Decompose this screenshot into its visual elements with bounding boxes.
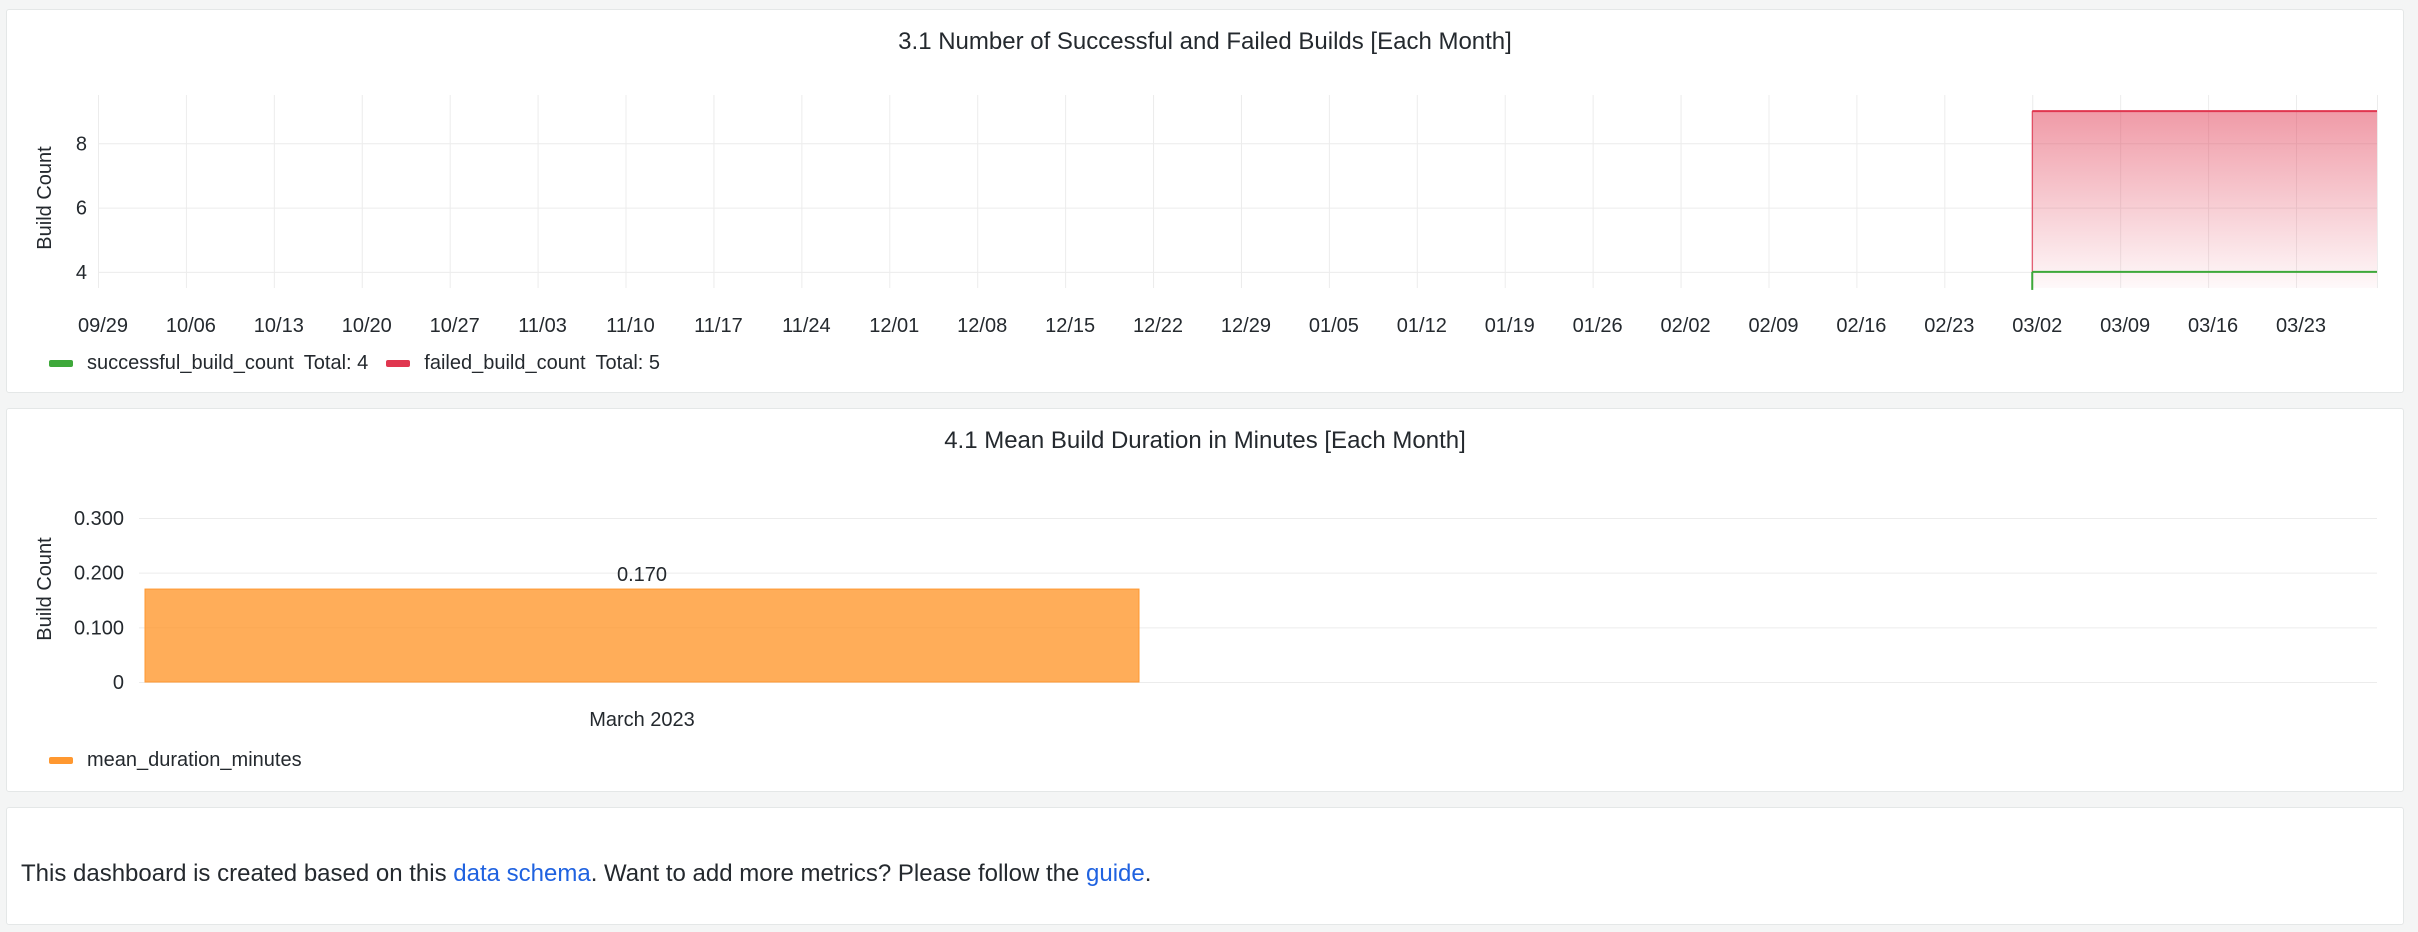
duration-panel: 4.1 Mean Build Duration in Minutes [Each…: [6, 408, 2404, 792]
x-tick-label: 11/03: [518, 315, 567, 337]
duration-legend: mean_duration_minutes: [49, 749, 320, 772]
x-tick-label: 12/08: [957, 315, 1007, 337]
x-tick-label: 03/23: [2276, 315, 2326, 337]
builds-grid: [98, 95, 2378, 288]
x-tick-label: 10/27: [430, 315, 480, 337]
x-tick-label: 01/19: [1485, 315, 1535, 337]
y-tick-label: 4: [76, 262, 87, 284]
data-schema-link[interactable]: data schema: [453, 860, 591, 887]
legend-swatch-successful: [49, 360, 73, 367]
builds-panel: 3.1 Number of Successful and Failed Buil…: [6, 9, 2404, 393]
legend-item-failed[interactable]: failed_build_count Total: 5: [386, 352, 660, 375]
legend-total-failed: Total: 5: [595, 352, 661, 374]
y-tick-label: 0.200: [74, 563, 124, 585]
y-tick-label: 0: [113, 672, 124, 694]
y-tick-label: 8: [76, 133, 87, 155]
x-tick-label: 11/10: [606, 315, 655, 337]
footer-text-before: This dashboard is created based on this: [21, 860, 454, 887]
x-tick-label: 12/15: [1045, 315, 1095, 337]
x-tick-label: 11/24: [782, 315, 831, 337]
builds-panel-title: 3.1 Number of Successful and Failed Buil…: [898, 28, 1512, 55]
bar: [144, 588, 1140, 683]
info-panel: This dashboard is created based on this …: [6, 807, 2404, 925]
legend-swatch-mean-duration: [49, 757, 73, 764]
legend-label-mean-duration: mean_duration_minutes: [87, 749, 302, 771]
x-tick-label: 12/29: [1221, 315, 1271, 337]
x-tick-label: March 2023: [589, 709, 695, 731]
y-axis-label: Build Count: [34, 537, 56, 641]
x-tick-label: 02/09: [1748, 315, 1798, 337]
x-tick-label: 12/22: [1133, 315, 1183, 337]
x-tick-label: 02/16: [1836, 315, 1886, 337]
x-tick-label: 09/29: [78, 315, 128, 337]
y-tick-label: 0.100: [74, 617, 124, 639]
duration-panel-title: 4.1 Mean Build Duration in Minutes [Each…: [944, 427, 1466, 454]
builds-legend: successful_build_count Total: 4 failed_b…: [49, 352, 678, 375]
x-tick-label: 03/02: [2012, 315, 2062, 337]
builds-chart[interactable]: 09/29 10/06 10/13 10/20 10/27 11/03 11/10 11/17…: [7, 10, 2405, 394]
legend-label-failed: failed_build_count: [424, 352, 586, 374]
x-tick-label: 10/20: [342, 315, 392, 337]
x-tick-label: 03/16: [2188, 315, 2238, 337]
footer-text: This dashboard is created based on this …: [21, 860, 1151, 888]
y-tick-label: 6: [76, 198, 87, 220]
x-tick-label: 03/09: [2100, 315, 2150, 337]
footer-text-middle: . Want to add more metrics? Please follo…: [590, 860, 1087, 887]
y-tick-label: 0.300: [74, 508, 124, 530]
x-tick-label: 10/06: [166, 315, 216, 337]
x-tick-label: 12/01: [869, 315, 919, 337]
footer-text-after: .: [1144, 860, 1152, 887]
legend-swatch-failed: [386, 360, 411, 367]
duration-chart[interactable]: 0 0.100 0.200 0.300 Build Count 0.170 March 20…: [7, 409, 2405, 793]
legend-item-mean-duration[interactable]: mean_duration_minutes: [49, 749, 302, 772]
legend-item-successful[interactable]: successful_build_count Total: 4: [49, 352, 368, 375]
legend-label-successful: successful_build_count: [87, 352, 294, 374]
x-tick-label: 02/23: [1924, 315, 1974, 337]
guide-link[interactable]: guide: [1086, 860, 1145, 887]
x-tick-label: 01/05: [1309, 315, 1359, 337]
x-tick-label: 10/13: [254, 315, 304, 337]
x-tick-label: 01/12: [1397, 315, 1447, 337]
bar-value-label: 0.170: [617, 564, 667, 586]
legend-total-successful: Total: 4: [303, 352, 369, 374]
failed-area: [2032, 111, 2377, 288]
x-tick-label: 02/02: [1661, 315, 1711, 337]
y-axis-label: Build Count: [34, 146, 56, 250]
x-tick-label: 01/26: [1573, 315, 1623, 337]
x-tick-label: 11/17: [694, 315, 743, 337]
